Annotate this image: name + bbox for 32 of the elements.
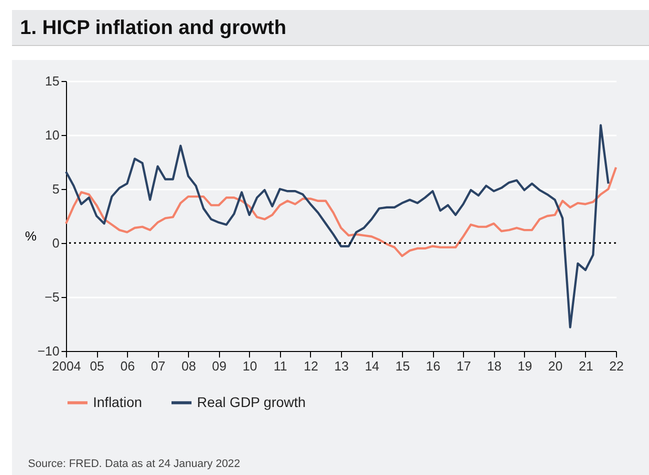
x-tick-label: 06: [120, 358, 135, 374]
line-series: [64, 166, 618, 258]
x-tick-label: 10: [242, 358, 258, 374]
y-tick-label: 10: [45, 128, 60, 142]
y-tick-label: 15: [45, 74, 60, 88]
legend-label: Real GDP growth: [197, 394, 306, 410]
x-tick-label: 05: [90, 358, 104, 374]
y-tick-label: 0: [52, 236, 60, 250]
x-tick-label: 16: [426, 358, 440, 374]
x-tick-label: 09: [212, 358, 227, 374]
x-tick-label: 12: [304, 358, 318, 374]
y-tick-label: 5: [52, 182, 60, 196]
x-tick-label: 15: [395, 358, 410, 374]
x-tick-label: 19: [518, 358, 532, 374]
y-tick-label: −5: [44, 290, 60, 304]
y-axis-title: %: [24, 228, 37, 244]
line-series: [64, 124, 610, 328]
x-tick-label: 20: [548, 358, 563, 374]
x-tick-label: 11: [274, 358, 288, 374]
x-tick-label: 22: [609, 358, 624, 374]
x-tick-label: 18: [487, 358, 502, 374]
source-note: Source: FRED. Data as at 24 January 2022: [28, 458, 240, 470]
chart-title: 1. HICP inflation and growth: [12, 10, 649, 46]
x-tick-label: 17: [456, 358, 471, 374]
y-tick-label: −10: [37, 344, 60, 358]
x-tick-label: 2004: [52, 358, 81, 374]
x-tick-label: 13: [334, 358, 349, 374]
x-tick-label: 14: [364, 358, 380, 374]
x-tick-label: 21: [578, 358, 594, 374]
legend-label: Inflation: [93, 394, 142, 410]
x-tick-label: 07: [150, 358, 166, 374]
x-tick-label: 08: [181, 358, 196, 374]
